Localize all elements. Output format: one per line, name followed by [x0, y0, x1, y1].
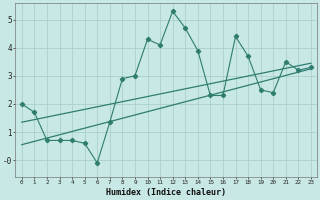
X-axis label: Humidex (Indice chaleur): Humidex (Indice chaleur) [106, 188, 226, 197]
